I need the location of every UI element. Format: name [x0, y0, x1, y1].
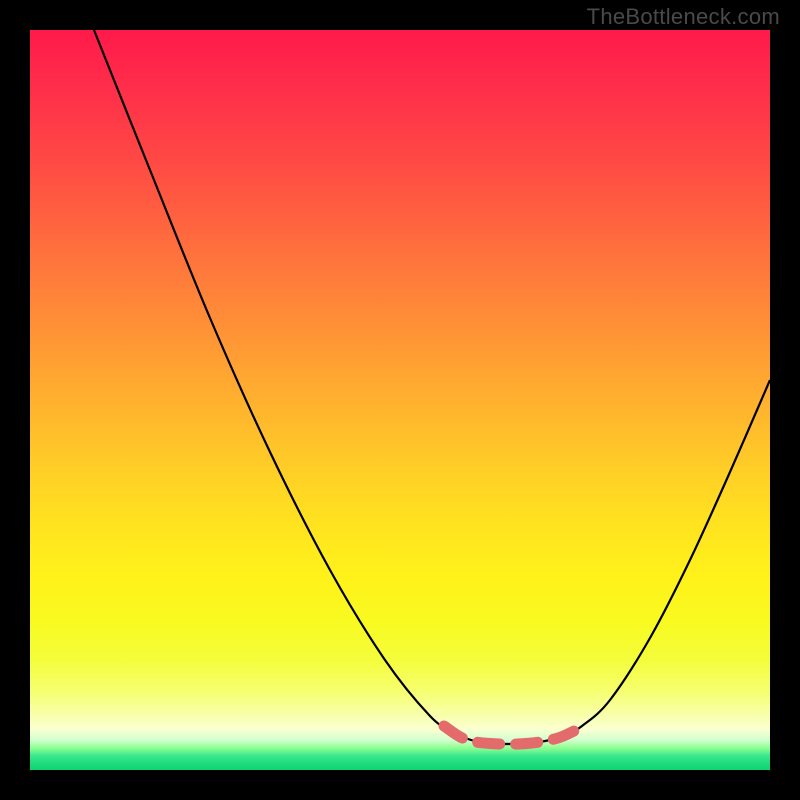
gradient-background — [30, 30, 770, 770]
chart-container: TheBottleneck.com — [0, 0, 800, 800]
plot-area — [30, 30, 770, 770]
chart-svg — [30, 30, 770, 770]
watermark-text: TheBottleneck.com — [587, 4, 780, 30]
